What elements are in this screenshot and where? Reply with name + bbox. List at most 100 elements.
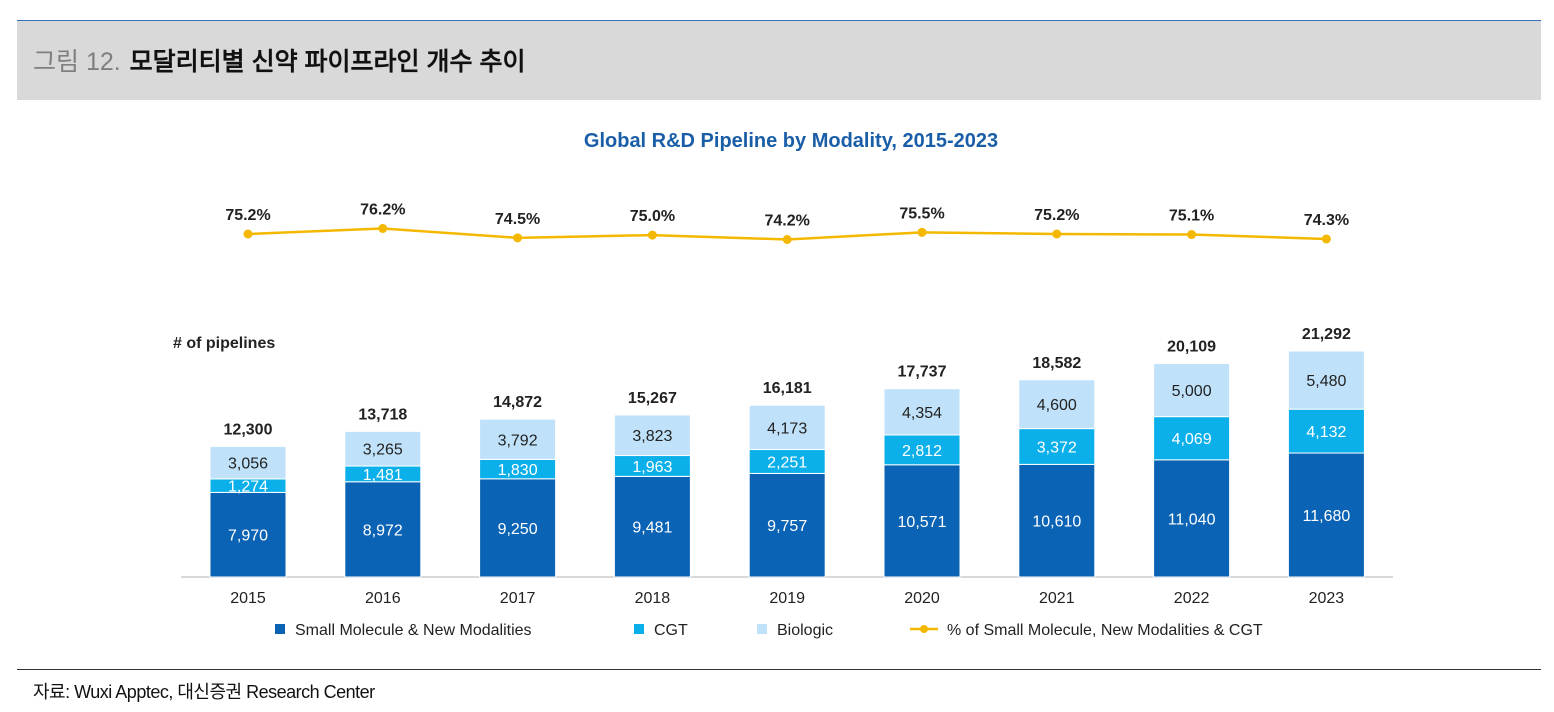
- data-label-cgt-2015: 1,274: [228, 479, 268, 496]
- bar-small-molecule-2022: [1153, 459, 1231, 578]
- bar-biologic-2017: [479, 418, 557, 460]
- bar-small-molecule-2023: [1287, 452, 1365, 578]
- data-label-cgt-2018: 1,963: [632, 459, 672, 476]
- data-label-small-molecule-2015: 7,970: [228, 528, 268, 545]
- bar-biologic-2016: [344, 430, 422, 467]
- bar-biologic-2018: [613, 414, 691, 457]
- figure-heading: 그림 12. 모달리티별 신약 파이프라인 개수 추이: [33, 42, 525, 78]
- legend-label-small-molecule: Small Molecule & New Modalities: [295, 622, 532, 639]
- bar-small-molecule-2016: [344, 481, 422, 578]
- top-rule: [17, 20, 1541, 21]
- x-tick-label-2017: 2017: [500, 590, 536, 607]
- total-label-2019: 16,181: [763, 380, 812, 397]
- x-tick-label-2016: 2016: [365, 590, 401, 607]
- bar-small-molecule-2017: [479, 478, 557, 578]
- data-label-small-molecule-2018: 9,481: [632, 520, 672, 537]
- bar-biologic-2020: [883, 388, 961, 436]
- legend-swatch-cgt: [634, 624, 644, 634]
- bar-biologic-2021: [1018, 379, 1096, 430]
- data-label-biologic-2019: 4,173: [767, 420, 807, 437]
- bottom-rule: [17, 669, 1541, 670]
- x-tick-label-2023: 2023: [1309, 590, 1345, 607]
- bar-biologic-2022: [1153, 363, 1231, 418]
- percent-point-2016: [378, 224, 388, 233]
- figure-label: 그림 12.: [33, 48, 121, 76]
- total-label-2016: 13,718: [358, 406, 407, 423]
- x-tick-label-2021: 2021: [1039, 590, 1075, 607]
- bar-cgt-2023: [1287, 408, 1365, 454]
- data-label-biologic-2016: 3,265: [363, 442, 403, 459]
- legend-label-percent: % of Small Molecule, New Modalities & CG…: [947, 622, 1263, 639]
- data-label-cgt-2021: 3,372: [1037, 439, 1077, 456]
- percent-label-2018: 75.0%: [630, 208, 675, 225]
- percent-point-2018: [647, 230, 657, 240]
- chart-title: Global R&D Pipeline by Modality, 2015-20…: [584, 130, 998, 152]
- total-label-2020: 17,737: [898, 364, 947, 381]
- header-band: [17, 21, 1541, 100]
- bar-biologic-2023: [1287, 350, 1365, 410]
- bar-small-molecule-2018: [613, 475, 691, 578]
- total-label-2022: 20,109: [1167, 339, 1216, 356]
- bar-small-molecule-2019: [748, 472, 826, 578]
- x-tick-label-2019: 2019: [769, 590, 805, 607]
- data-label-cgt-2017: 1,830: [498, 462, 538, 479]
- data-label-cgt-2019: 2,251: [767, 454, 807, 471]
- legend-label-biologic: Biologic: [777, 622, 833, 639]
- total-label-2023: 21,292: [1302, 326, 1351, 343]
- data-label-biologic-2017: 3,792: [498, 432, 538, 449]
- data-label-small-molecule-2022: 11,040: [1168, 511, 1216, 528]
- bar-biologic-2019: [748, 404, 826, 451]
- percent-label-2016: 76.2%: [360, 202, 405, 219]
- percent-point-2017: [513, 233, 523, 243]
- data-label-small-molecule-2021: 10,610: [1032, 514, 1081, 531]
- percent-label-2020: 75.5%: [899, 205, 944, 222]
- source-note: 자료: Wuxi Apptec, 대신증권 Research Center: [33, 682, 375, 702]
- data-label-cgt-2016: 1,481: [363, 467, 403, 484]
- bar-biologic-2015: [209, 445, 287, 480]
- bar-cgt-2021: [1018, 428, 1096, 465]
- data-label-cgt-2023: 4,132: [1306, 424, 1346, 441]
- percent-point-2015: [243, 229, 253, 239]
- data-label-biologic-2021: 4,600: [1037, 397, 1077, 414]
- percent-label-2015: 75.2%: [225, 207, 270, 224]
- percent-point-2020: [917, 227, 927, 237]
- data-label-biologic-2018: 3,823: [632, 428, 672, 445]
- percent-label-2022: 75.1%: [1169, 208, 1214, 225]
- percent-point-2023: [1321, 234, 1331, 244]
- total-label-2015: 12,300: [224, 421, 273, 438]
- data-label-cgt-2020: 2,812: [902, 443, 942, 460]
- percent-point-2022: [1187, 230, 1197, 240]
- total-label-2017: 14,872: [493, 394, 542, 411]
- data-label-small-molecule-2019: 9,757: [767, 518, 807, 535]
- legend-swatch-percent-point: [920, 625, 928, 633]
- percent-label-2019: 74.2%: [765, 213, 810, 230]
- data-label-cgt-2022: 4,069: [1172, 431, 1212, 448]
- x-tick-label-2015: 2015: [230, 590, 266, 607]
- bar-small-molecule-2020: [883, 464, 961, 578]
- data-label-biologic-2015: 3,056: [228, 456, 268, 473]
- legend-label-cgt: CGT: [654, 622, 688, 639]
- data-label-biologic-2020: 4,354: [902, 405, 942, 422]
- x-tick-label-2018: 2018: [635, 590, 671, 607]
- legend-swatch-small-molecule: [275, 624, 285, 634]
- total-label-2021: 18,582: [1032, 355, 1081, 372]
- percent-point-2021: [1052, 229, 1062, 239]
- data-label-small-molecule-2023: 11,680: [1303, 508, 1351, 525]
- data-label-small-molecule-2017: 9,250: [498, 521, 538, 538]
- y-axis-label: # of pipelines: [173, 335, 275, 352]
- percent-label-2021: 75.2%: [1034, 207, 1079, 224]
- figure-title: 모달리티별 신약 파이프라인 개수 추이: [129, 48, 526, 76]
- total-label-2018: 15,267: [628, 390, 677, 407]
- x-tick-label-2020: 2020: [904, 590, 940, 607]
- data-label-biologic-2023: 5,480: [1306, 373, 1346, 390]
- data-label-small-molecule-2020: 10,571: [898, 514, 947, 531]
- bar-small-molecule-2015: [209, 491, 287, 578]
- percent-point-2019: [782, 235, 792, 244]
- legend-swatch-biologic: [757, 624, 767, 634]
- data-label-biologic-2022: 5,000: [1172, 383, 1212, 400]
- percent-label-2017: 74.5%: [495, 211, 540, 228]
- bar-small-molecule-2021: [1018, 463, 1096, 578]
- data-label-small-molecule-2016: 8,972: [363, 522, 403, 539]
- x-tick-label-2022: 2022: [1174, 590, 1210, 607]
